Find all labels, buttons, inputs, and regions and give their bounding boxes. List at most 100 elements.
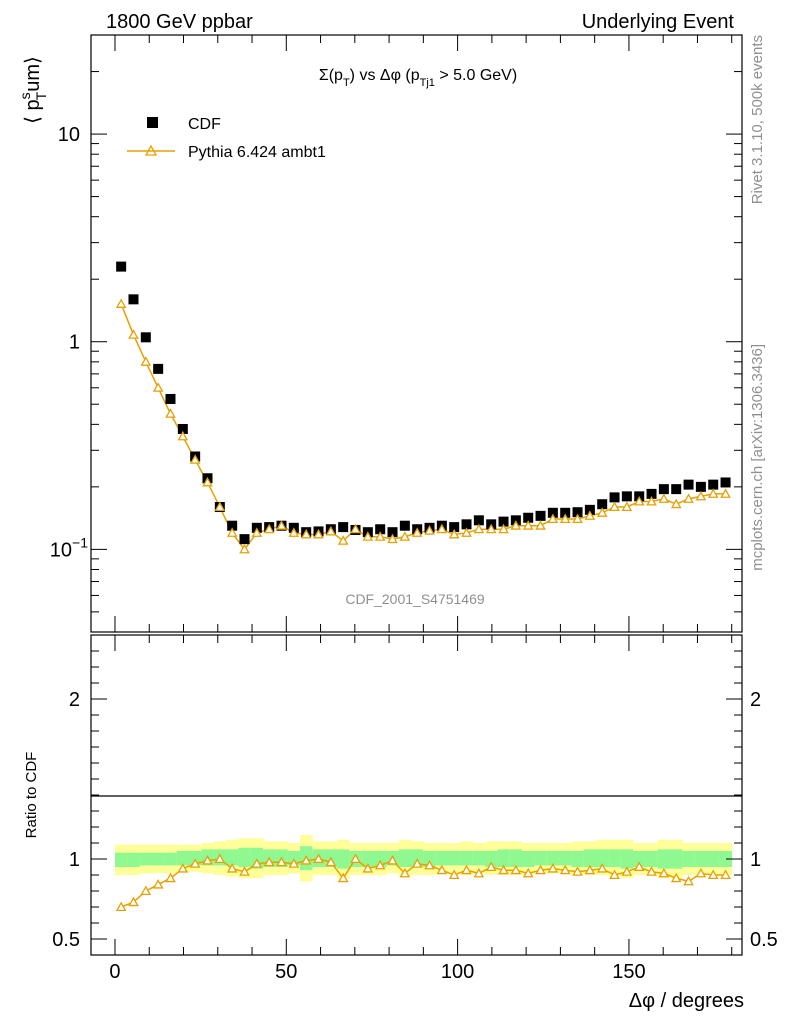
mc-point — [670, 498, 682, 509]
ratio-point — [251, 858, 263, 868]
ratio-point — [559, 864, 571, 875]
ratio-band-inner — [238, 847, 252, 867]
main-y-tick-label: 10−1 — [50, 534, 88, 561]
mc-point — [313, 528, 324, 539]
ratio-band-inner — [374, 851, 387, 867]
ratio-frame — [90, 634, 743, 956]
ratio-band-inner — [472, 851, 486, 866]
ratio-band-inner — [435, 851, 449, 866]
ratio-point — [424, 859, 435, 870]
ratio-band-inner — [670, 849, 683, 869]
ratio-point — [387, 855, 398, 865]
mc-point — [263, 523, 275, 534]
legend-cdf-label: CDF — [188, 116, 221, 133]
legend-cdf-marker — [147, 117, 158, 128]
ratio-point — [276, 856, 287, 867]
cdf-point — [683, 479, 694, 490]
mc-point — [424, 525, 435, 535]
ratio-band-inner — [645, 851, 659, 867]
ratio-point — [572, 866, 583, 876]
mc-point — [510, 520, 522, 530]
ratio-band-inner — [448, 851, 461, 866]
ratio-point — [288, 858, 300, 868]
mc-point — [448, 528, 460, 539]
rivet-label: Rivet 3.1.10, 500k events — [749, 35, 766, 204]
cdf-point — [498, 516, 509, 527]
mc-point — [436, 523, 448, 534]
cdf-point — [572, 507, 583, 518]
ratio-point — [436, 864, 448, 875]
ratio-band-inner — [497, 849, 511, 867]
cdf-point — [609, 492, 620, 503]
ratio-point — [374, 859, 386, 870]
ratio-band-inner — [139, 852, 153, 866]
ratio-point — [633, 861, 645, 872]
cdf-point — [128, 294, 139, 305]
mc-point — [646, 495, 657, 506]
ratio-band-inner — [546, 851, 560, 866]
ratio-band-inner — [719, 851, 733, 867]
ratio-point — [337, 872, 349, 883]
ratio-y-ticks: 0.5 0.5 1 1 2 2 — [52, 650, 778, 951]
ratio-point — [214, 853, 226, 864]
mc-point — [288, 527, 300, 537]
ratio-point — [226, 863, 238, 873]
watermark: CDF_2001_S4751469 — [345, 591, 485, 607]
ratio-point — [128, 896, 139, 907]
cdf-point — [708, 479, 719, 490]
header-right: Underlying Event — [582, 11, 735, 33]
plot-title: Σ(pT) vs Δφ (pTj1 > 5.0 GeV) — [319, 67, 517, 89]
mc-point — [572, 513, 583, 524]
ratio-band-inner — [398, 849, 412, 867]
ratio-point — [239, 866, 250, 876]
mc-point — [362, 531, 374, 541]
mc-point — [498, 523, 509, 534]
mc-point — [140, 356, 152, 366]
mc-point — [239, 543, 250, 554]
x-axis-label: Δφ / degrees — [629, 990, 744, 1012]
cdf-point — [695, 481, 706, 492]
mc-point — [337, 535, 349, 545]
mc-point — [584, 510, 596, 520]
mc-point — [152, 382, 164, 392]
main-y-tick-label: 10 — [58, 124, 80, 146]
ratio-ylabel: Ratio to CDF — [23, 752, 40, 839]
ratio-band-inner — [559, 851, 572, 866]
ratio-band-inner — [534, 851, 548, 866]
mc-point — [350, 523, 361, 534]
main-ylabel: ⟨ psTum⟩ — [17, 56, 49, 124]
mc-point — [214, 501, 226, 511]
cdf-point — [461, 519, 472, 530]
ratio-point — [202, 855, 213, 865]
cdf-point — [621, 491, 632, 502]
mc-point — [325, 525, 337, 536]
mc-point — [387, 533, 398, 544]
cdf-point — [165, 393, 176, 404]
mc-point — [115, 298, 127, 308]
ratio-band-inner — [361, 851, 375, 867]
main-y-tick-label: 1 — [69, 332, 80, 354]
mc-point — [411, 527, 423, 537]
cdf-point — [239, 534, 250, 545]
x-tick-label: 100 — [441, 961, 474, 983]
mc-point — [399, 531, 411, 541]
ratio-band-inner — [522, 851, 535, 867]
legend-mc-marker — [144, 144, 158, 156]
ratio-point — [411, 858, 423, 868]
mc-point — [695, 490, 707, 501]
mc-point — [374, 531, 386, 541]
ratio-point — [609, 869, 620, 880]
ratio-point — [498, 864, 509, 875]
mc-point — [559, 513, 571, 524]
ratio-point — [658, 867, 670, 878]
mc-point — [473, 523, 485, 534]
ratio-series — [115, 853, 731, 912]
main-frame — [90, 34, 743, 633]
ratio-band-inner — [164, 852, 178, 866]
ratio-point — [510, 864, 522, 875]
mc-point — [177, 430, 189, 441]
main-series — [115, 261, 731, 554]
ratio-y-tick-label: 0.5 — [52, 929, 80, 951]
ratio-band-inner — [633, 851, 646, 867]
